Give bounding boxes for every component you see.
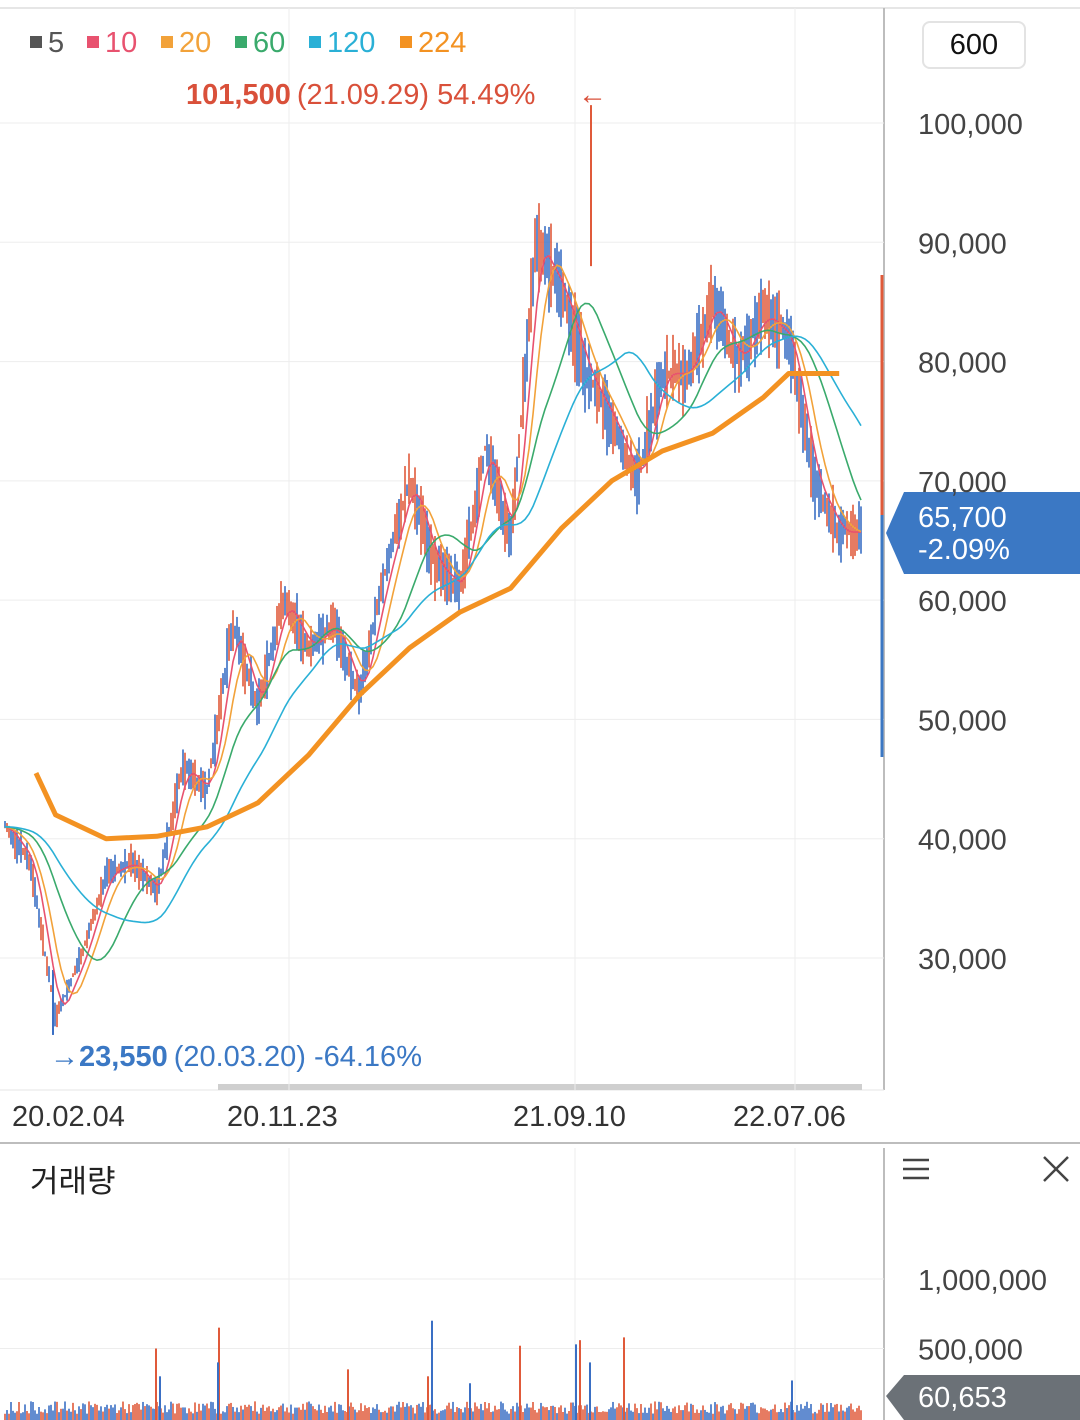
ma224-line <box>33 371 840 842</box>
current-volume-badge <box>886 1375 1080 1420</box>
date-tick: 22.07.06 <box>733 1101 846 1133</box>
low-annotation: →23,550 (20.03.20) -64.16% <box>50 1041 422 1073</box>
grid <box>0 122 884 959</box>
ma60-line <box>4 302 862 962</box>
price-tick: 30,000 <box>918 944 1007 976</box>
legend-swatch <box>309 36 321 48</box>
low-value: 23,550 <box>79 1041 168 1073</box>
current-volume: 60,653 <box>918 1382 1007 1414</box>
legend-item: 120 <box>327 27 375 59</box>
menu-icon[interactable] <box>900 1152 932 1186</box>
low-info: (20.03.20) -64.16% <box>174 1041 422 1073</box>
legend-item: 10 <box>105 27 137 59</box>
legend-item: 5 <box>48 27 64 59</box>
candles <box>4 105 862 1035</box>
volume-tick: 1,000,000 <box>918 1265 1047 1297</box>
legend-swatch <box>30 36 42 48</box>
date-tick: 20.11.23 <box>227 1101 338 1133</box>
scrollbar-thumb[interactable] <box>218 1084 862 1090</box>
ma10-line <box>4 254 861 1006</box>
ma20-line <box>4 264 862 995</box>
current-change: -2.09% <box>918 534 1010 566</box>
high-info: (21.09.29) 54.49% <box>297 79 536 111</box>
price-tick: 70,000 <box>918 467 1007 499</box>
legend-swatch <box>87 36 99 48</box>
volume-tick: 500,000 <box>918 1335 1023 1367</box>
price-tick: 100,000 <box>918 109 1023 141</box>
high-annotation: 101,500 (21.09.29) 54.49% <box>186 79 535 111</box>
close-icon[interactable] <box>1040 1152 1072 1186</box>
date-tick: 20.02.04 <box>12 1101 125 1133</box>
legend-item: 20 <box>179 27 211 59</box>
legend: 5 10 20 60 120 224 <box>30 27 466 59</box>
volume-title: 거래량 <box>30 1164 116 1199</box>
current-price-badge <box>886 492 1080 574</box>
volume-bars <box>4 1320 862 1420</box>
volume-axis: 1,000,000 500,000 <box>918 1265 1047 1367</box>
date-axis: 20.02.04 20.11.23 21.09.10 22.07.06 <box>12 1101 846 1133</box>
ma120-line <box>4 335 862 924</box>
date-tick: 21.09.10 <box>513 1101 626 1133</box>
price-tick: 50,000 <box>918 705 1007 737</box>
legend-swatch <box>235 36 247 48</box>
high-arrow-icon: ← <box>578 79 607 111</box>
price-tick: 80,000 <box>918 348 1007 380</box>
vertical-grid <box>0 8 884 1420</box>
low-arrow-icon: → <box>50 1041 79 1073</box>
current-price: 65,700 <box>918 502 1007 534</box>
period-button[interactable]: 600 <box>922 21 1026 69</box>
price-axis: 100,000 90,000 80,000 70,000 60,000 50,000 40,… <box>918 109 1023 976</box>
legend-item: 224 <box>418 27 466 59</box>
price-tick: 40,000 <box>918 825 1007 857</box>
moving-average-lines <box>4 254 862 1006</box>
price-tick: 60,000 <box>918 586 1007 618</box>
legend-swatch <box>400 36 412 48</box>
price-tick: 90,000 <box>918 228 1007 260</box>
legend-swatch <box>161 36 173 48</box>
high-value: 101,500 <box>186 79 291 111</box>
legend-item: 60 <box>253 27 285 59</box>
